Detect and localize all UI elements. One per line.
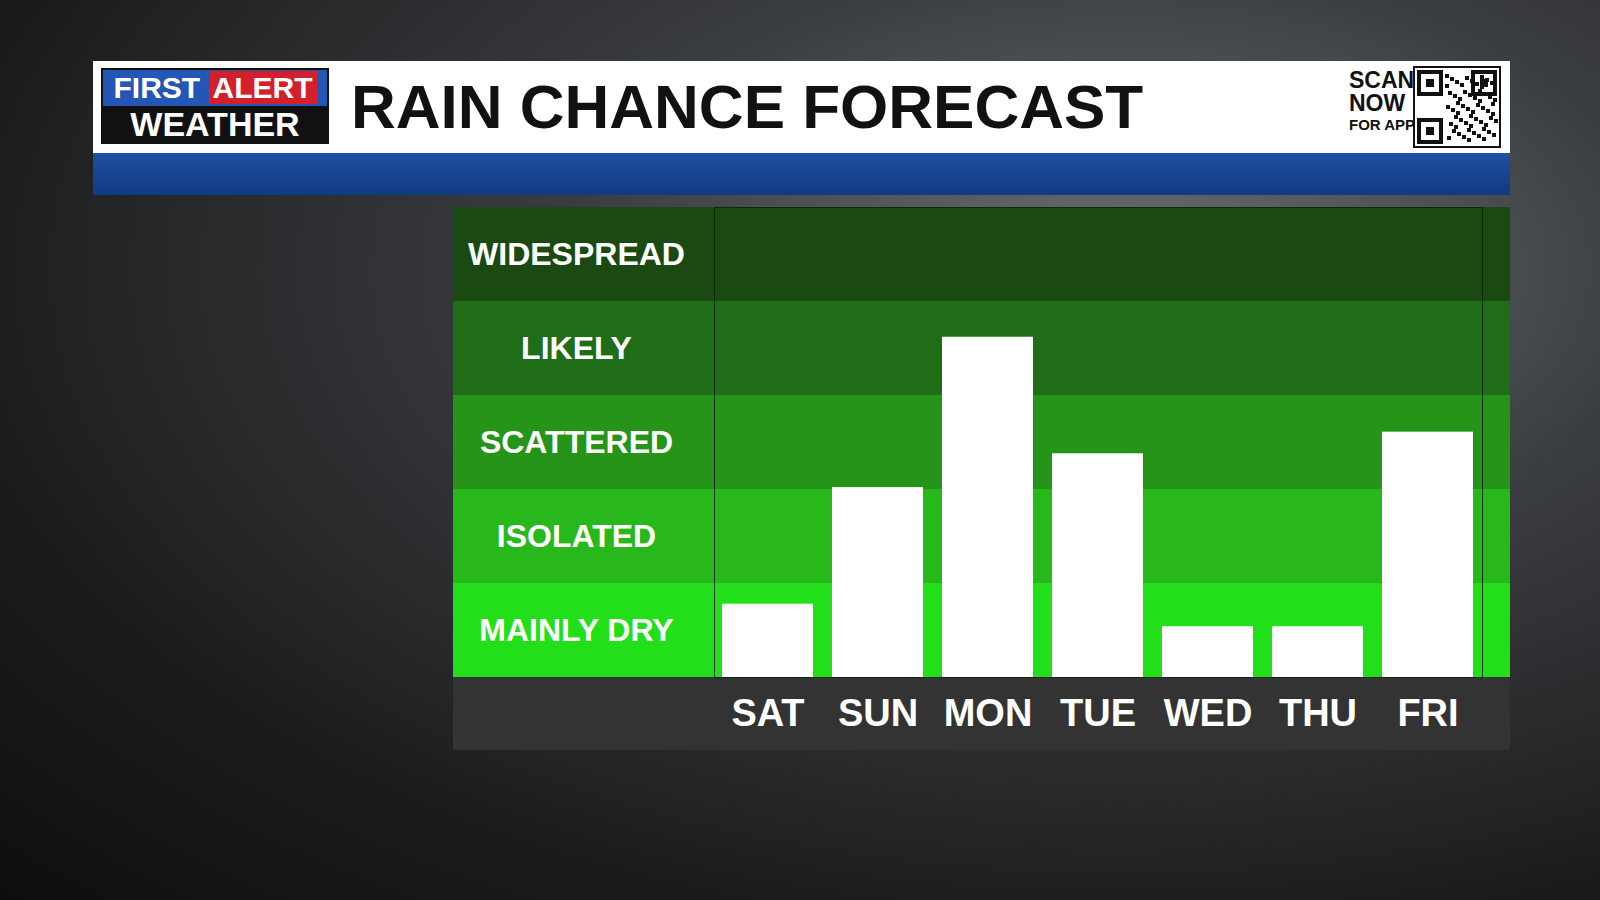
- html-text:FOR APP: FOR APP: [1349, 116, 1416, 133]
- svg-text:SAT: SAT: [731, 692, 804, 734]
- svg-text:WED: WED: [1164, 692, 1253, 734]
- svg-text:SCATTERED: SCATTERED: [480, 424, 673, 460]
- svg-text:THU: THU: [1279, 692, 1357, 734]
- svg-text:SUN: SUN: [838, 692, 918, 734]
- svg-text:ISOLATED: ISOLATED: [497, 518, 656, 554]
- html-text:FIRST ALERT: FIRST ALERT: [113, 71, 313, 104]
- svg-text:MON: MON: [944, 692, 1033, 734]
- svg-text:WIDESPREAD: WIDESPREAD: [468, 236, 685, 272]
- html-text:SCAN: SCAN: [1349, 67, 1415, 93]
- svg-text:FRI: FRI: [1397, 692, 1458, 734]
- svg-text:TUE: TUE: [1060, 692, 1136, 734]
- svg-text:LIKELY: LIKELY: [521, 330, 632, 366]
- html-text:WEATHER: WEATHER: [130, 105, 300, 143]
- html-text:NOW: NOW: [1349, 90, 1406, 116]
- html-text:RAIN CHANCE FORECAST: RAIN CHANCE FORECAST: [351, 72, 1144, 141]
- svg-text:MAINLY DRY: MAINLY DRY: [479, 612, 673, 648]
